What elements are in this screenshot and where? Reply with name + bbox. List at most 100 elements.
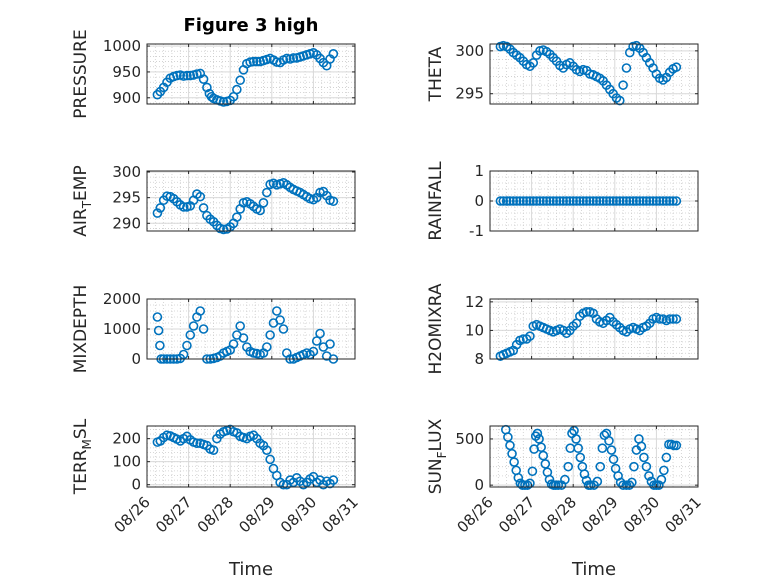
subplot-rainfall-y-tick-label: 1 (474, 162, 484, 180)
subplot-h2omixra: 8 10 12 H2OMIXRA (426, 283, 699, 375)
subplot-mixdepth-point (198, 324, 209, 334)
subplot-rainfall-point (508, 196, 519, 206)
subplot-rainfall-point (628, 196, 638, 206)
subplot-sun-flux-point (615, 477, 626, 488)
subplot-rainfall-point (565, 196, 575, 206)
subplot-rainfall-point (601, 196, 612, 206)
subplot-mixdepth-point (315, 328, 325, 339)
subplot-rainfall-point (598, 196, 608, 206)
subplot-mixdepth-point (238, 333, 249, 343)
subplot-rainfall-point (568, 196, 579, 206)
subplot-rainfall-point (581, 196, 592, 206)
subplot-mixdepth-point (271, 306, 282, 316)
subplot-rainfall-point (654, 196, 665, 206)
subplot-rainfall-point (561, 196, 572, 206)
subplot-sun-flux-point (636, 441, 647, 452)
subplot-rainfall-point (591, 196, 602, 206)
subplot-sun-flux-point (553, 480, 564, 490)
subplot-rainfall-point (658, 196, 668, 206)
subplot-mixdepth-y-tick-label: 1000 (103, 320, 141, 338)
subplot-mixdepth-point (185, 330, 196, 340)
subplot-rainfall-point (541, 196, 552, 206)
subplot-sun-flux-point (608, 454, 619, 465)
subplot-pressure: 900 950 1000 PRESSURE (71, 29, 356, 119)
subplot-sun-flux-point (661, 452, 672, 463)
subplot-h2omixra-point (668, 314, 678, 324)
subplot-mixdepth-point (155, 340, 165, 351)
x-axis-label-right: Time (571, 559, 616, 580)
subplot-sun-flux-axes-box (489, 425, 699, 488)
subplot-terr-msl-point (278, 479, 289, 490)
subplot-mixdepth-point (262, 342, 272, 352)
subplot-air-temp-point (258, 197, 269, 208)
subplot-sun-flux-point (629, 461, 639, 472)
subplot-rainfall-point (538, 196, 549, 206)
subplot-pressure-y-tick-label: 1000 (103, 37, 141, 55)
subplot-mixdepth-point (275, 315, 285, 325)
subplot-terr-msl-y-tick-label: 200 (112, 430, 141, 448)
subplot-rainfall-y-tick-label: 0 (474, 192, 484, 210)
subplot-sun-flux-point (618, 480, 628, 490)
subplot-terr-msl-axes-box (146, 425, 356, 488)
subplot-rainfall-point (648, 196, 658, 206)
subplot-sun-flux-point (644, 471, 654, 481)
subplot-sun-flux-point (641, 461, 652, 472)
subplot-h2omixra-point (654, 314, 665, 324)
subplot-sun-flux-point (563, 461, 574, 472)
subplot-sun-flux-point (627, 477, 637, 488)
subplot-pressure-y-tick-label: 950 (112, 63, 141, 81)
subplot-sun-flux-point (606, 445, 617, 455)
subplot-h2omixra-point (581, 307, 592, 317)
subplot-rainfall-point (624, 196, 635, 206)
subplot-pressure-point (178, 71, 189, 81)
subplot-mixdepth-point (228, 339, 239, 349)
subplot-theta-y-label: THETA (426, 46, 446, 102)
subplot-sun-flux-point (597, 443, 608, 453)
subplot-pressure-point (271, 57, 282, 67)
subplot-pressure-point (245, 57, 255, 67)
subplot-sun-flux-y-tick-label: 500 (455, 430, 484, 448)
subplot-rainfall-point (621, 196, 632, 206)
subplot-air-temp-point (198, 203, 209, 213)
subplot-rainfall-point (575, 196, 585, 206)
subplot-pressure-y-label: PRESSURE (71, 29, 91, 118)
subplot-mixdepth-point (153, 325, 164, 336)
subplot-sun-flux-plot-area (490, 426, 698, 487)
subplot-air-temp-point (255, 205, 265, 216)
subplot-pressure-point (232, 84, 242, 95)
subplot-terr-msl-point (265, 454, 275, 465)
subplot-rainfall-point (545, 196, 555, 206)
subplot-rainfall-point (548, 196, 559, 206)
subplot-rainfall-point (495, 196, 506, 206)
subplot-pressure-point (288, 53, 299, 63)
subplot-rainfall-point (641, 196, 652, 206)
subplot-mixdepth-point (182, 340, 192, 351)
subplot-rainfall-point (498, 196, 509, 206)
subplot-sun-flux-point (659, 465, 669, 476)
subplot-rainfall-point (571, 196, 582, 206)
subplot-mixdepth-point (265, 330, 275, 340)
subplot-rainfall-point (501, 196, 512, 206)
subplot-sun-flux-point (575, 452, 586, 463)
subplot-pressure-point (202, 82, 212, 93)
subplot-sun-flux-point (560, 474, 570, 485)
subplot-rainfall-point (605, 196, 615, 206)
subplot-pressure-point (328, 49, 339, 59)
subplot-terr-msl-point (262, 445, 272, 455)
subplot-sun-flux-point (656, 474, 667, 485)
subplot-pressure-point (252, 56, 262, 67)
x-axis-label-left: Time (228, 559, 273, 580)
subplot-rainfall-point (651, 196, 662, 206)
subplot-pressure-point (192, 69, 202, 79)
subplot-rainfall-point (511, 196, 522, 206)
subplot-theta-point (614, 95, 625, 106)
subplot-rainfall-point (595, 196, 605, 206)
subplot-rainfall-point (525, 196, 535, 206)
subplot-rainfall-point (638, 196, 648, 206)
figure-title: Figure 3 high (184, 15, 319, 36)
subplot-rainfall-point (531, 196, 542, 206)
subplot-rainfall-point (515, 196, 525, 206)
subplot-sun-flux-point (573, 443, 583, 453)
subplot-rainfall-point (528, 196, 539, 206)
subplot-theta-y-tick-label: 300 (455, 42, 484, 60)
